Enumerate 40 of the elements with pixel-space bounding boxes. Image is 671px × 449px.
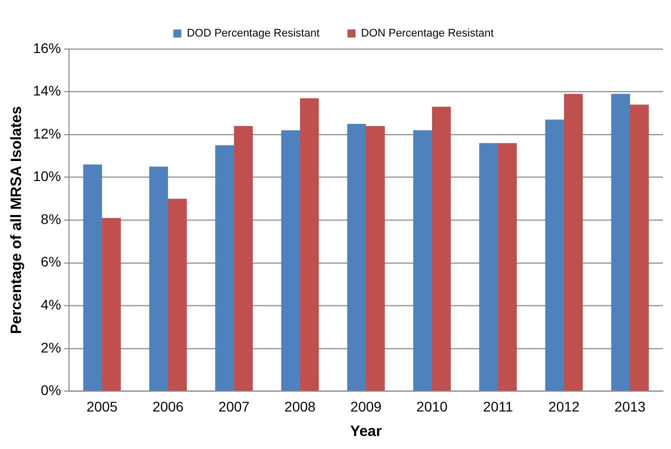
y-axis-title: Percentage of all MRSA Isolates [8,106,26,334]
bar [498,143,517,391]
y-tick-label: 6% [40,254,62,270]
x-tick-label: 2012 [548,398,580,414]
y-tick-label: 12% [32,125,62,142]
y-tick-label: 0% [40,382,62,398]
bar [215,145,234,391]
bar [366,126,385,391]
legend-label: DON Percentage Resistant [361,28,494,40]
bar [413,130,432,391]
bar [479,143,498,391]
bar [545,120,564,391]
bar [432,106,451,391]
y-tick-label: 16% [32,40,62,56]
bar [281,130,300,391]
bar [168,198,187,391]
x-tick-label: 2008 [284,398,316,414]
x-tick-label: 2009 [350,398,382,414]
y-tick-label: 10% [32,168,62,184]
y-tick-label: 8% [40,210,62,227]
bar [149,166,168,391]
y-tick-label: 2% [40,339,62,356]
y-tick-label: 4% [40,296,62,313]
bar [234,126,253,391]
bar [611,94,630,391]
x-tick-label: 2007 [218,398,250,414]
bar [347,124,366,391]
bar [630,104,649,391]
x-tick-label: 2013 [614,398,646,414]
bar [564,94,583,391]
bar [300,98,319,391]
bar [102,218,121,391]
x-tick-label: 2010 [416,398,448,414]
x-tick-label: 2006 [152,398,184,414]
x-tick-label: 2011 [482,398,514,414]
x-axis-title: Year [350,423,382,440]
x-tick-label: 2005 [86,398,118,414]
legend-label: DOD Percentage Resistant [186,28,320,40]
bar [83,164,102,391]
y-tick-label: 14% [32,82,62,99]
